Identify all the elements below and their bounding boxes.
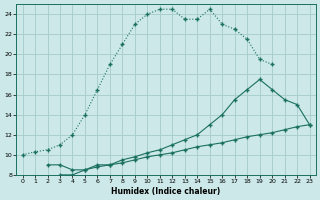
X-axis label: Humidex (Indice chaleur): Humidex (Indice chaleur): [111, 187, 221, 196]
